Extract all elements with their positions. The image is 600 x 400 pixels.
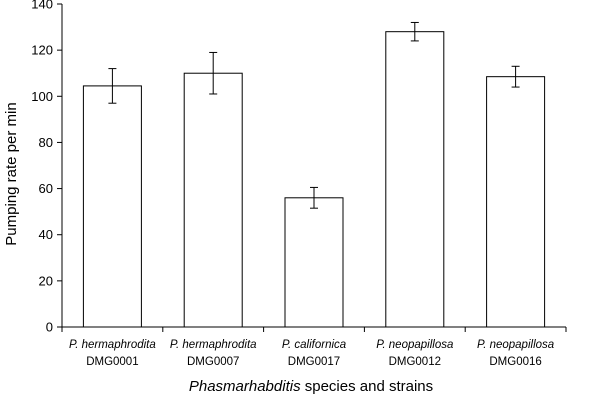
category-strain-label: DMG0017 <box>288 356 340 368</box>
category-strain-label: DMG0012 <box>389 356 441 368</box>
category-strain-label: DMG0007 <box>187 356 239 368</box>
y-tick-label: 40 <box>39 227 53 242</box>
category-species-label: P. californica <box>282 339 346 351</box>
category-species-label: P. neopapillosa <box>477 339 554 351</box>
error-bars-group <box>108 21 520 209</box>
x-axis-title: Phasmarhabditis species and strains <box>189 378 433 395</box>
bars-group <box>82 31 546 328</box>
y-tick-label: 60 <box>39 181 53 196</box>
bar <box>82 85 142 328</box>
y-tick-label: 20 <box>39 273 53 288</box>
y-axis: 0 20 40 60 80 100 120 140 <box>31 0 63 335</box>
y-tick-label: 80 <box>39 135 53 150</box>
bar <box>183 72 243 328</box>
y-tick-label: 140 <box>31 0 53 12</box>
category-strain-label: DMG0001 <box>86 356 138 368</box>
y-tick-label: 120 <box>31 43 53 58</box>
x-axis-title-rest: species and strains <box>301 378 434 395</box>
bar <box>385 31 445 328</box>
y-tick-label: 0 <box>46 320 53 335</box>
x-axis: P. hermaphrodita DMG0001 P. hermaphrodita D… <box>61 326 567 368</box>
x-axis-title-genus: Phasmarhabditis <box>189 378 301 395</box>
bar <box>284 197 344 328</box>
category-species-label: P. hermaphrodita <box>170 339 257 351</box>
y-tick-label: 100 <box>31 89 53 104</box>
category-species-label: P. neopapillosa <box>376 339 453 351</box>
category-species-label: P. hermaphrodita <box>69 339 156 351</box>
bar <box>486 76 546 328</box>
y-axis-title: Pumping rate per min <box>3 102 20 245</box>
category-strain-label: DMG0016 <box>489 356 541 368</box>
